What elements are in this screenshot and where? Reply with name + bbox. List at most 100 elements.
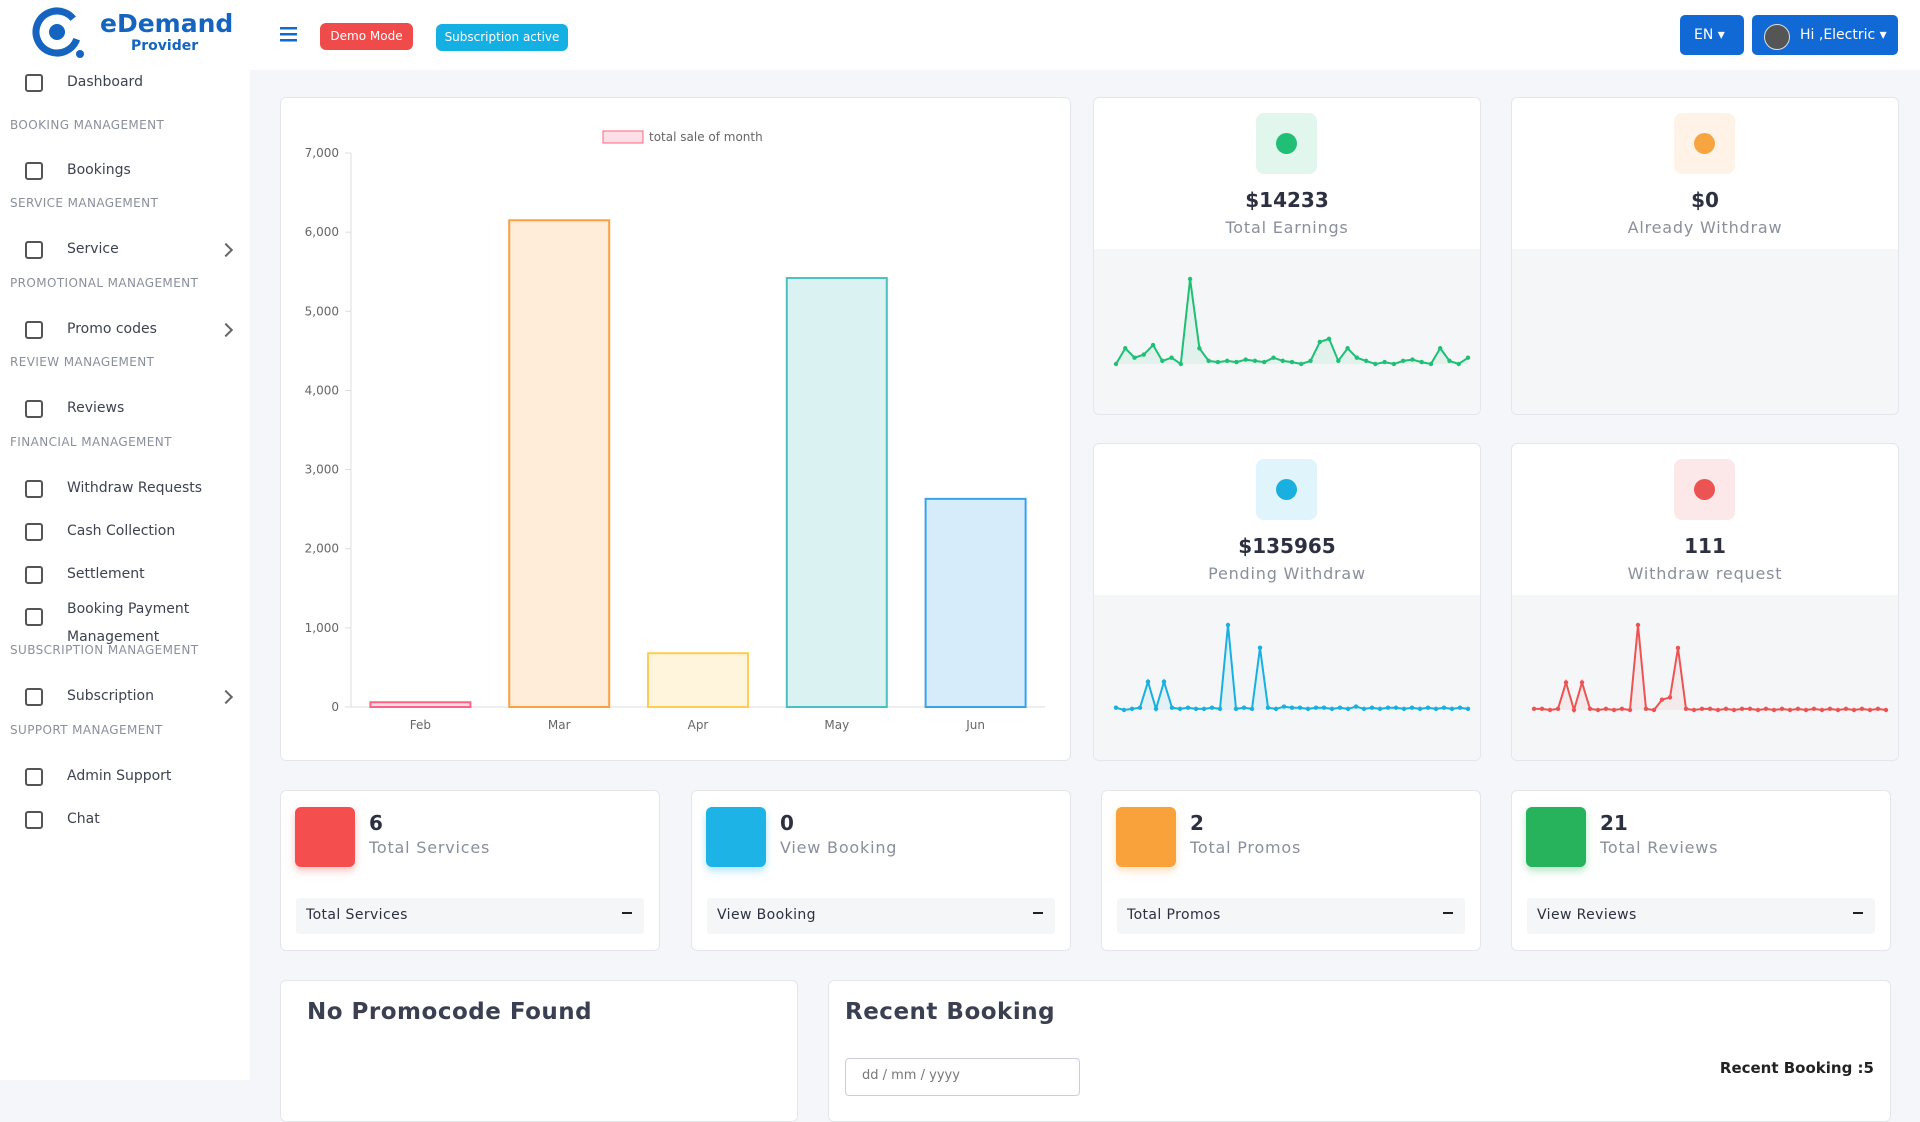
user-button[interactable]: Hi ,Electric ▾ <box>1752 15 1898 55</box>
demo-badge: Demo Mode <box>320 23 413 50</box>
counter-card: 6 Total Services Total Services <box>280 790 660 951</box>
recent-booking-count: Recent Booking :5 <box>1719 1059 1874 1077</box>
sparkline-point <box>1326 336 1332 342</box>
counter-link[interactable]: Total Promos <box>1117 898 1465 934</box>
y-tick-label: 3,000 <box>305 463 339 477</box>
bar <box>508 219 611 709</box>
nav-heading: FINANCIAL MANAGEMENT <box>10 435 172 449</box>
nav-item[interactable]: Chat <box>67 811 100 827</box>
sparkline-point <box>1137 705 1143 710</box>
y-tick-label: 5,000 <box>305 304 339 318</box>
sparkline-point <box>1827 706 1833 712</box>
stat-card: 111 Withdraw request <box>1511 443 1899 761</box>
stat-label: Total Earnings <box>1225 218 1349 237</box>
counter-label: View Booking <box>780 838 898 857</box>
stat-label: Pending Withdraw <box>1208 564 1366 583</box>
stat-card: $135965 Pending Withdraw <box>1093 443 1481 761</box>
y-tick-label: 6,000 <box>305 225 339 239</box>
counter-card: 21 Total Reviews View Reviews <box>1511 790 1891 951</box>
nav-icon <box>25 480 43 498</box>
nav-item[interactable]: Promo codes <box>67 321 157 337</box>
nav-item[interactable]: Service <box>67 241 119 257</box>
sparkline-point <box>1731 707 1737 713</box>
sparkline-point <box>1234 359 1239 365</box>
sparkline-point <box>1201 706 1207 712</box>
nav-icon <box>25 523 43 541</box>
sparkline-point <box>1579 680 1585 685</box>
legend-swatch <box>602 130 644 144</box>
sales-chart: total sale of month 0 1,000 2,000 3,000 4,000… <box>305 130 1045 732</box>
counter-link[interactable]: View Booking <box>707 898 1055 934</box>
counter-value: 0 <box>780 811 794 835</box>
sparkline-point <box>1627 707 1633 713</box>
sparkline <box>1531 622 1889 714</box>
sparkline-point <box>1153 706 1159 712</box>
sparkline-point <box>1699 706 1705 712</box>
sparkline-point <box>1465 706 1471 712</box>
sparkline-point <box>1441 705 1447 710</box>
sparkline-point <box>1563 680 1569 685</box>
date-placeholder: dd / mm / yyyy <box>862 1068 960 1083</box>
sparkline-point <box>1539 706 1545 712</box>
sparkline-point <box>1875 706 1881 712</box>
stat-card: $0 Already Withdraw <box>1511 97 1899 415</box>
sparkline-point <box>1603 706 1609 712</box>
stat-chart-bg <box>1094 595 1480 760</box>
menu-toggle[interactable] <box>280 26 298 42</box>
sparkline-point <box>1249 706 1255 712</box>
sparkline-point <box>1417 706 1423 712</box>
sparkline-point <box>1531 706 1537 712</box>
nav-item[interactable]: Admin Support <box>67 768 172 784</box>
sparkline-point <box>1755 707 1761 713</box>
sparkline-point <box>1859 706 1865 712</box>
sparkline-point <box>1393 705 1399 710</box>
counter-card: 2 Total Promos Total Promos <box>1101 790 1481 951</box>
counter-link[interactable]: View Reviews <box>1527 898 1875 934</box>
sparkline-point <box>1145 679 1151 684</box>
sparkline-point <box>1169 705 1175 710</box>
stat-icon <box>1674 459 1735 520</box>
stat-icon <box>1256 113 1317 174</box>
nav-item[interactable]: Dashboard <box>67 74 143 90</box>
sparkline-point <box>1425 705 1431 710</box>
sparkline-point <box>1273 706 1279 712</box>
sparkline-point <box>1456 361 1461 367</box>
sparkline-point <box>1391 361 1397 367</box>
sparkline-point <box>1161 679 1167 684</box>
nav-icon <box>25 608 43 626</box>
counter-label: Total Reviews <box>1600 838 1719 857</box>
nav-item[interactable]: Subscription <box>67 688 154 704</box>
date-input[interactable]: dd / mm / yyyy <box>845 1058 1080 1096</box>
sparkline-point <box>1611 707 1617 713</box>
nav-item[interactable]: Reviews <box>67 400 125 416</box>
nav-item[interactable]: Withdraw Requests <box>67 480 203 496</box>
stat-chart-bg <box>1512 595 1898 760</box>
sparkline-point <box>1252 358 1258 364</box>
x-tick-label: May <box>824 718 849 732</box>
nav-item[interactable]: Cash Collection <box>67 523 176 539</box>
recent-booking-card: Recent Booking dd / mm / yyyy Recent Boo… <box>828 980 1891 1122</box>
arrow-icon <box>1443 912 1453 914</box>
nav-item[interactable]: Settlement <box>67 566 145 582</box>
sparkline-line <box>1115 278 1469 366</box>
sparkline-point <box>1317 339 1322 345</box>
stat-label: Withdraw request <box>1627 564 1783 583</box>
sparkline-point <box>1313 705 1319 710</box>
topbar[interactable]: Demo Mode Subscription active EN ▾ Hi ,E… <box>250 0 1920 70</box>
x-tick-label: Apr <box>688 718 709 732</box>
sparkline-point <box>1113 705 1119 710</box>
y-tick-label: 7,000 <box>305 146 339 160</box>
sparkline-point <box>1400 358 1406 364</box>
sparkline-point <box>1209 705 1215 710</box>
counter-value: 2 <box>1190 811 1204 835</box>
stat-icon <box>1256 459 1317 520</box>
language-button[interactable]: EN ▾ <box>1680 15 1744 55</box>
arrow-icon <box>622 912 632 914</box>
nav-item[interactable]: Bookings <box>67 162 131 178</box>
stat-glyph <box>1694 479 1715 500</box>
sparkline-point <box>1262 359 1267 365</box>
sparkline-point <box>1771 707 1777 713</box>
counter-link[interactable]: Total Services <box>296 898 644 934</box>
nav-heading: REVIEW MANAGEMENT <box>10 355 155 369</box>
nav-item[interactable]: Booking Payment Management <box>67 601 190 645</box>
